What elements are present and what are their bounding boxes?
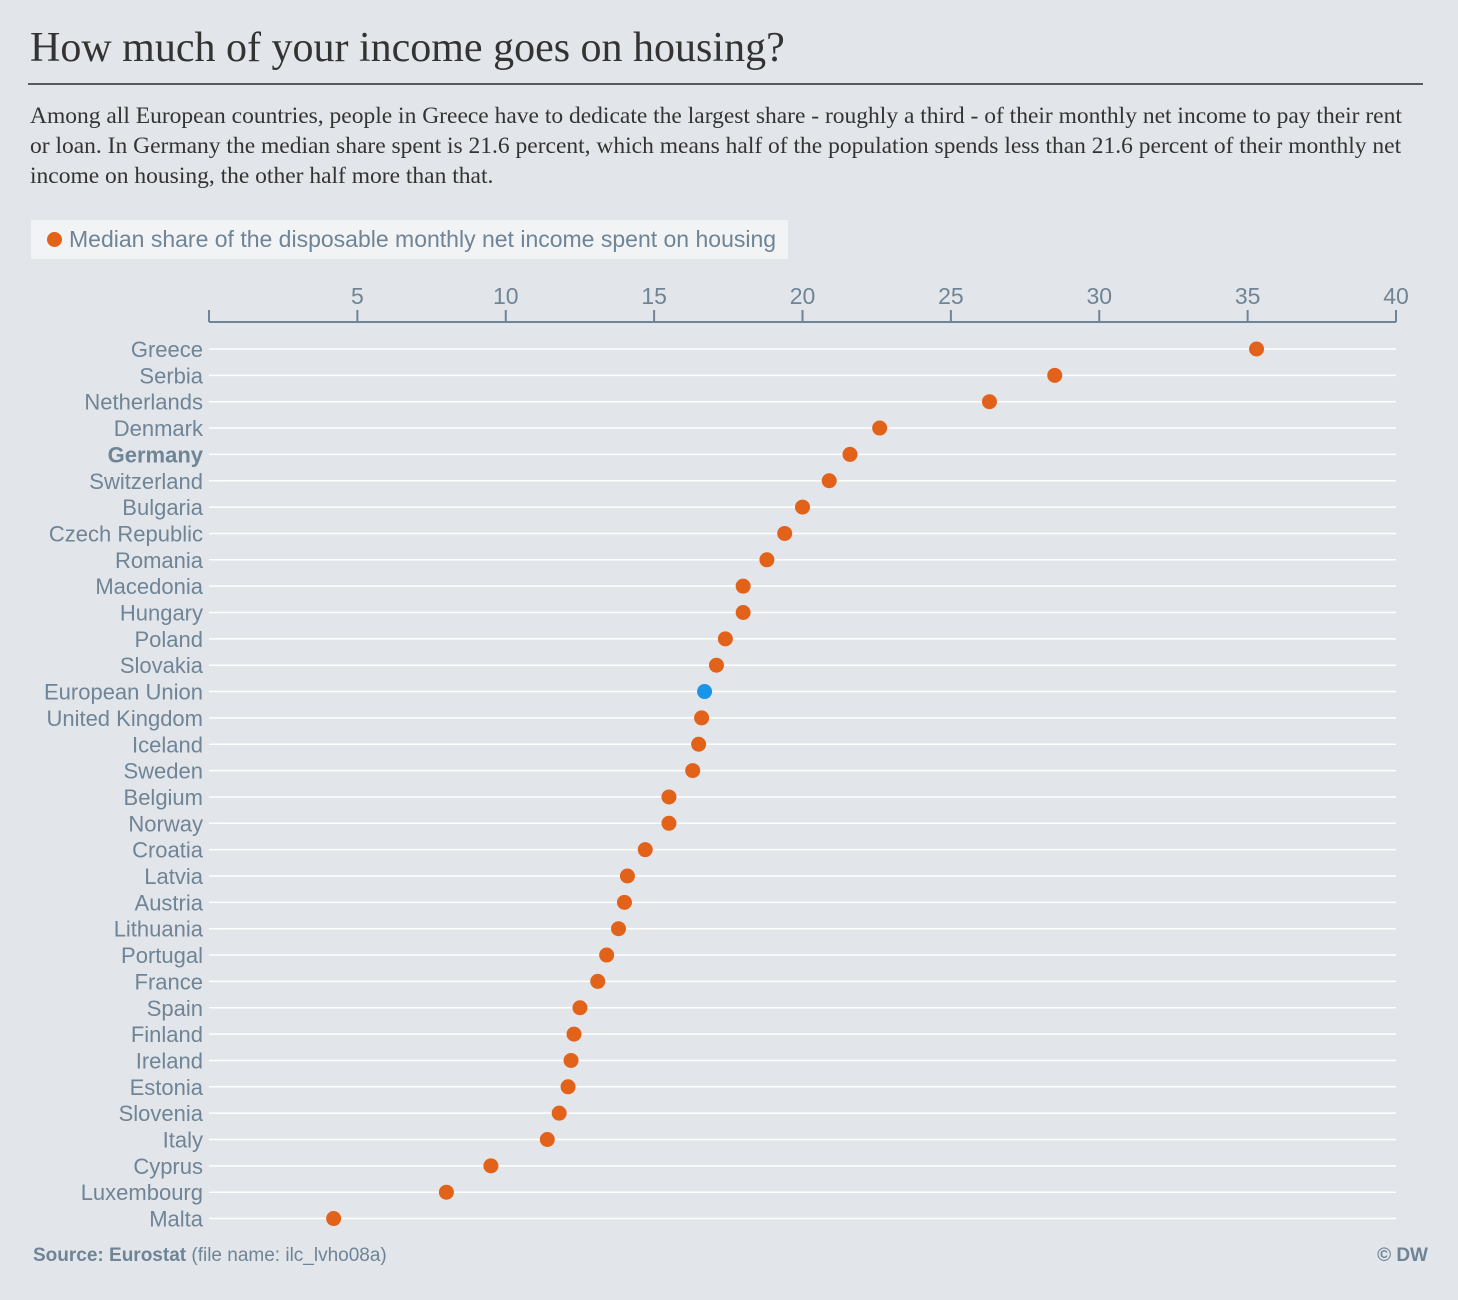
data-point	[572, 1000, 588, 1016]
category-label: Macedonia	[95, 574, 203, 599]
category-label: Spain	[147, 996, 203, 1021]
x-tick-label: 15	[641, 283, 667, 309]
data-point	[1047, 367, 1063, 383]
copyright: © DW	[1377, 1245, 1428, 1266]
category-label: Romania	[115, 548, 204, 573]
data-point	[1249, 341, 1265, 357]
title-divider	[28, 83, 1423, 85]
x-tick-label: 35	[1235, 283, 1261, 309]
data-point	[326, 1211, 342, 1227]
category-label: Ireland	[136, 1048, 203, 1073]
source-note: Source: Eurostat (file name: ilc_lvho08a…	[33, 1245, 387, 1267]
data-point	[708, 657, 724, 673]
data-point	[590, 973, 606, 989]
data-point	[717, 631, 733, 647]
data-point	[777, 525, 793, 541]
category-label: Bulgaria	[122, 495, 203, 520]
category-label: Sweden	[123, 759, 203, 784]
category-label: Malta	[149, 1207, 204, 1230]
x-tick-label: 10	[493, 283, 519, 309]
category-label: Norway	[128, 811, 203, 836]
category-label: Italy	[163, 1128, 203, 1153]
chart-subtitle: Among all European countries, people in …	[30, 103, 1402, 189]
category-label: Iceland	[132, 732, 203, 757]
data-point	[735, 578, 751, 594]
x-tick-label: 20	[790, 283, 816, 309]
legend: Median share of the disposable monthly n…	[31, 220, 789, 259]
category-label: Greece	[131, 337, 203, 362]
data-point	[735, 605, 751, 620]
category-label: Luxembourg	[81, 1180, 203, 1205]
category-label: Estonia	[130, 1075, 204, 1100]
data-point	[661, 789, 677, 805]
data-point	[566, 1026, 582, 1042]
category-label: Croatia	[132, 838, 204, 863]
data-point	[981, 394, 997, 410]
data-point	[563, 1052, 579, 1068]
data-point	[661, 815, 677, 831]
data-point	[694, 710, 710, 726]
category-label: Czech Republic	[49, 521, 203, 546]
category-label: Switzerland	[89, 469, 203, 494]
x-tick-label: 5	[351, 283, 364, 309]
category-label: Serbia	[139, 363, 203, 388]
x-tick-label: 30	[1086, 283, 1112, 309]
data-point	[616, 894, 632, 910]
chart-title: How much of your income goes on housing?	[30, 25, 785, 71]
data-point	[821, 473, 837, 489]
data-point	[691, 736, 707, 752]
data-point	[438, 1184, 454, 1200]
data-point	[483, 1158, 499, 1174]
category-label: European Union	[44, 680, 203, 705]
category-label: Cyprus	[133, 1154, 203, 1179]
data-point	[599, 947, 615, 963]
category-label: Latvia	[144, 864, 203, 889]
x-tick-label: 40	[1383, 283, 1409, 309]
category-label: Hungary	[120, 601, 203, 626]
data-point	[619, 868, 635, 884]
category-label: France	[135, 969, 203, 994]
source-label: Source: Eurostat	[33, 1245, 187, 1266]
category-label: Slovenia	[119, 1101, 204, 1126]
data-point	[560, 1079, 576, 1095]
category-label: Belgium	[124, 785, 203, 810]
data-point	[551, 1105, 567, 1121]
category-label: Germany	[108, 442, 204, 467]
data-point	[539, 1132, 555, 1147]
category-label: Portugal	[121, 943, 203, 968]
source-detail: (file name: ilc_lvho08a)	[186, 1245, 387, 1266]
category-label: United Kingdom	[46, 706, 203, 731]
category-label: Austria	[135, 890, 204, 915]
category-label: Finland	[131, 1022, 203, 1047]
category-label: Denmark	[114, 416, 204, 441]
data-point	[842, 446, 858, 462]
dot-plot: 5 10 15 20 25 30 35 40 GreeceSerbiaNetherlandsDe…	[44, 283, 1409, 1230]
data-point	[697, 684, 713, 700]
legend-dot-icon	[47, 232, 62, 247]
data-point	[872, 420, 888, 436]
x-tick-label: 25	[938, 283, 964, 309]
category-label: Netherlands	[84, 390, 203, 415]
legend-label: Median share of the disposable monthly n…	[69, 226, 777, 252]
data-point	[611, 921, 627, 937]
data-point	[795, 499, 810, 515]
category-label: Slovakia	[120, 653, 204, 678]
category-label: Poland	[134, 627, 203, 652]
category-label: Lithuania	[114, 917, 204, 942]
data-point	[685, 763, 701, 779]
data-point	[637, 842, 653, 858]
data-point	[759, 552, 775, 568]
